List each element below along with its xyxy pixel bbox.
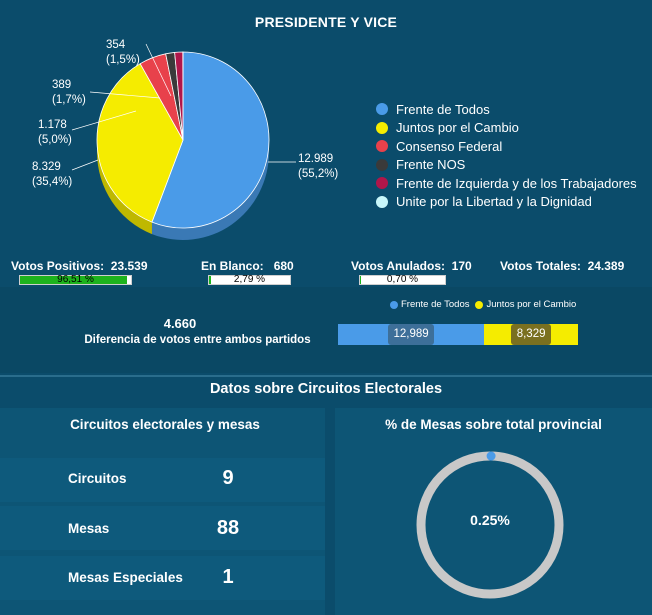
divider — [0, 375, 652, 377]
legend-item-frente-nos[interactable]: Frente NOS — [376, 156, 637, 175]
legend-dot-icon — [376, 103, 388, 116]
votos-anulados-value: 170 — [451, 259, 472, 273]
votos-totales: Votos Totales: 24.389 — [500, 259, 624, 273]
pie-data-label-value: 389 — [52, 79, 71, 91]
row-label: Circuitos — [68, 471, 127, 486]
votos-positivos: Votos Positivos: 23.539 — [11, 259, 148, 273]
legend-item-frente-de-izquierda[interactable]: Frente de Izquierda y de los Trabajadore… — [376, 174, 637, 193]
en-blanco-bar: 2,79 % — [208, 274, 291, 285]
bar-legend: Frente de Todos Juntos por el Cambio — [390, 299, 576, 310]
mesas-pct-panel — [335, 408, 652, 615]
legend-item-consenso-federal[interactable]: Consenso Federal — [376, 137, 637, 156]
legend-dot-icon — [376, 195, 388, 208]
diferencia-bar-chart: 12,989 8,329 — [338, 324, 578, 345]
row-label: Mesas Especiales — [68, 570, 183, 585]
votos-positivos-label: Votos Positivos: — [11, 259, 105, 273]
votos-positivos-pct: 96,51 % — [57, 274, 94, 285]
legend-dot-icon — [376, 177, 388, 190]
legend-dot-icon — [390, 300, 398, 309]
votos-totales-value: 24.389 — [587, 259, 625, 273]
en-blanco-value: 680 — [273, 259, 294, 273]
pie-data-label-pct: (1,7%) — [52, 94, 86, 106]
stacked-bar-label: 12,989 — [388, 324, 435, 345]
page-title: PRESIDENTE Y VICE — [254, 14, 398, 30]
pie-data-label-value: 354 — [106, 39, 126, 51]
votos-positivos-value: 23.539 — [110, 259, 148, 273]
pie-slice[interactable] — [151, 51, 270, 229]
pie-slice-side — [96, 140, 152, 235]
bar-legend-label: Frente de Todos — [401, 299, 470, 310]
legend-dot-icon — [376, 121, 388, 134]
votos-positivos-fill — [20, 276, 128, 284]
pie-leader-line — [71, 110, 137, 131]
legend-label: Consenso Federal — [396, 138, 503, 154]
donut-chart — [416, 451, 564, 599]
legend-dot-icon — [376, 140, 388, 153]
pie-data-label-pct: (35,4%) — [32, 176, 72, 188]
row-value: 1 — [222, 566, 234, 588]
votos-anulados-fill — [360, 276, 361, 284]
votos-anulados: Votos Anulados: 170 — [351, 259, 472, 273]
en-blanco-pct: 2,79 % — [233, 274, 266, 285]
table-row — [0, 458, 325, 502]
votos-anulados-pct: 0,70 % — [386, 274, 419, 285]
legend-item-juntos-por-el-cambio[interactable]: Juntos por el Cambio — [376, 119, 637, 138]
donut-marker — [486, 451, 496, 461]
row-value: 88 — [216, 517, 240, 539]
legend-label: Juntos por el Cambio — [396, 120, 519, 136]
pie-data-label-pct: (5,0%) — [38, 134, 72, 146]
circuitos-title: Circuitos electorales y mesas — [70, 417, 260, 432]
legend-label: Frente de Izquierda y de los Trabajadore… — [396, 175, 637, 191]
table-row — [0, 556, 325, 600]
diferencia-value: 4.660 — [163, 316, 197, 331]
pie-chart: 12.989 (55,2%) 8.329 (35,4%) 1.178 (5,0%) 389 (… — [32, 39, 338, 241]
votos-totales-label: Votos Totales: — [500, 259, 581, 273]
section-title: Datos sobre Circuitos Electorales — [209, 381, 443, 397]
en-blanco-fill — [209, 276, 212, 284]
legend-item-unite[interactable]: Unite por la Libertad y la Dignidad — [376, 193, 637, 212]
mesas-pct-title: % de Mesas sobre total provincial — [385, 417, 602, 432]
pie-legend: Frente de Todos Juntos por el Cambio Con… — [376, 100, 637, 211]
pie-leader-line — [145, 43, 172, 97]
stacked-bar-label: 8,329 — [511, 324, 552, 345]
en-blanco-label: En Blanco: — [201, 259, 264, 273]
donut-value: 0.25% — [470, 512, 510, 528]
table-row — [0, 506, 325, 550]
pie-data-label-pct: (1,5%) — [106, 54, 140, 66]
pie-data-label-value: 1.178 — [38, 119, 67, 131]
pie-data-label-value: 12.989 — [298, 153, 333, 165]
pie-data-label-pct: (55,2%) — [298, 168, 338, 180]
legend-label: Unite por la Libertad y la Dignidad — [396, 194, 592, 210]
row-value: 9 — [222, 467, 234, 489]
en-blanco: En Blanco: 680 — [201, 259, 294, 273]
pie-leader-line — [89, 91, 161, 99]
votos-positivos-bar: 96,51 % — [19, 274, 132, 285]
diferencia-label: Diferencia de votos entre ambos partidos — [84, 334, 311, 346]
votos-anulados-bar: 0,70 % — [359, 274, 446, 285]
legend-dot-icon — [475, 300, 484, 309]
bar-legend-label: Juntos por el Cambio — [486, 299, 577, 310]
pie-leader-line — [71, 159, 99, 171]
legend-dot-icon — [376, 158, 388, 171]
legend-label: Frente de Todos — [396, 101, 490, 117]
pie-data-label-value: 8.329 — [32, 161, 61, 173]
row-label: Mesas — [68, 521, 110, 536]
votos-anulados-label: Votos Anulados: — [351, 259, 445, 273]
legend-label: Frente NOS — [396, 157, 466, 173]
pie-slice[interactable] — [96, 63, 184, 223]
pie-slice-side — [151, 140, 269, 241]
legend-item-frente-de-todos[interactable]: Frente de Todos — [376, 100, 637, 119]
